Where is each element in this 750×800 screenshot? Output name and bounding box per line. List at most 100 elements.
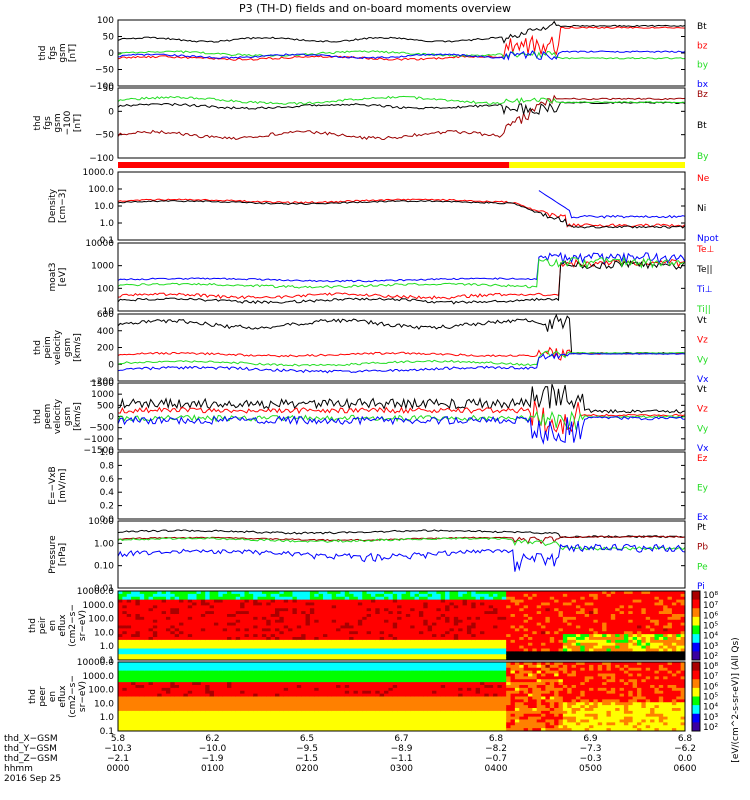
peir-spectrogram-cell <box>318 634 324 638</box>
peir-spectrogram-cell <box>667 634 673 638</box>
peir-spectrogram-cell <box>466 608 472 612</box>
peir-spectrogram-cell <box>122 596 128 601</box>
peir-spectrogram-cell <box>445 648 450 652</box>
peir-spectrogram-cell <box>366 637 372 641</box>
peer-spectrogram-cell <box>362 702 368 706</box>
peer-spectrogram-cell <box>270 679 276 683</box>
peer-spectrogram-cell <box>196 719 202 723</box>
peir-spectrogram-cell <box>466 591 472 595</box>
peer-spectrogram-cell <box>344 708 350 712</box>
peer-spectrogram-cell <box>379 705 385 709</box>
peer-spectrogram-cell <box>135 664 141 669</box>
peir-spectrogram-cell <box>462 593 468 598</box>
peer-spectrogram-cell <box>366 662 372 666</box>
peer-spectrogram-cell <box>410 670 416 674</box>
peir-spectrogram-cell <box>218 637 224 641</box>
peir-spectrogram-cell <box>209 599 215 603</box>
peir-spectrogram-cell <box>340 657 346 661</box>
peir-spectrogram-cell <box>510 619 516 624</box>
peem-velocity-tick: −1000 <box>84 435 115 445</box>
peir-spectrogram-cell <box>288 619 293 624</box>
peir-spectrogram-cell <box>218 654 224 658</box>
peer-spectrogram-cell <box>301 705 307 709</box>
peer-spectrogram-cell <box>275 702 280 706</box>
peer-spectrogram-cell <box>336 713 341 718</box>
peir-spectrogram-cell <box>506 614 512 618</box>
peir-spectrogram-cell <box>253 625 259 629</box>
peir-spectrogram-cell <box>288 611 293 615</box>
peer-spectrogram-cell <box>257 664 263 669</box>
peir-spectrogram-cell <box>650 611 655 615</box>
peir-spectrogram-cell <box>296 657 302 661</box>
peir-spectrogram-cell <box>615 645 621 649</box>
peer-spectrogram-cell <box>292 708 298 712</box>
peir-spectrogram-ylabel: thdpeireneflux(cm2−s−sr−eV) <box>28 604 88 647</box>
peir-spectrogram-cell <box>257 628 263 632</box>
peer-spectrogram-cell <box>397 664 402 669</box>
peer-spectrogram-cell <box>340 676 346 680</box>
peer-spectrogram-cell <box>139 702 145 706</box>
peir-spectrogram-cell <box>501 619 507 624</box>
peer-spectrogram-cell <box>322 687 328 692</box>
peir-spectrogram-cell <box>423 614 429 618</box>
peir-spectrogram-cell <box>392 622 398 626</box>
peer-spectrogram-cell <box>131 664 136 669</box>
peir-spectrogram-cell <box>292 591 298 595</box>
peer-spectrogram-cell <box>205 662 211 666</box>
peer-spectrogram-cell <box>187 728 193 732</box>
peir-spectrogram-cell <box>418 642 424 647</box>
peir-spectrogram-cell <box>466 619 472 624</box>
peir-spectrogram-cell <box>628 614 634 618</box>
peir-spectrogram-cell <box>436 619 442 624</box>
peer-spectrogram-cell <box>314 690 320 695</box>
peer-spectrogram-cell <box>200 687 206 692</box>
peer-spectrogram-cell <box>218 673 224 677</box>
peer-spectrogram-cell <box>248 708 254 712</box>
peir-spectrogram-cell <box>667 645 673 649</box>
peer-spectrogram-cell <box>139 716 145 720</box>
peir-spectrogram-cell <box>440 605 446 609</box>
peer-spectrogram-cell <box>336 722 341 726</box>
peer-spectrogram-cell <box>384 670 389 674</box>
peir-spectrogram-cell <box>493 625 498 629</box>
peir-spectrogram-cell <box>196 605 202 609</box>
peir-spectrogram-cell <box>610 654 616 658</box>
peer-spectrogram-cell <box>174 679 180 683</box>
peir-spectrogram-cell <box>510 642 516 647</box>
peir-spectrogram-cell <box>554 639 560 644</box>
peir-spectrogram-cell <box>270 651 276 655</box>
peer-spectrogram-cell <box>196 699 202 703</box>
peir-spectrogram-cell <box>453 614 459 618</box>
peer-spectrogram-cell <box>148 722 154 726</box>
peir-spectrogram-cell <box>240 596 245 601</box>
peir-spectrogram-cell <box>458 591 464 595</box>
peer-spectrogram-cell <box>144 710 150 715</box>
peir-spectrogram-cell <box>231 625 237 629</box>
peir-spectrogram-cell <box>493 642 498 647</box>
peir-spectrogram-cell <box>148 625 154 629</box>
peer-spectrogram-cell <box>192 673 198 677</box>
peir-spectrogram-cell <box>388 639 394 644</box>
peem-velocity-panel: thdpeemvelocitygsm[km/s] <box>33 382 686 451</box>
peir-spectrogram-cell <box>623 605 629 609</box>
peer-spectrogram-cell <box>292 685 298 689</box>
peer-spectrogram-cell <box>392 664 398 669</box>
legend-pressure-2: Pe <box>697 562 708 572</box>
peir-spectrogram-cell <box>384 642 389 647</box>
peer-spectrogram-cell <box>253 682 259 686</box>
peir-spectrogram-cell <box>244 596 250 601</box>
peir-spectrogram-cell <box>240 625 245 629</box>
peir-spectrogram-cell <box>366 651 372 655</box>
peer-spectrogram-cell <box>222 699 228 703</box>
peir-spectrogram-cell <box>606 648 612 652</box>
peir-spectrogram-cell <box>580 611 586 615</box>
peer-spectrogram-cell <box>288 708 293 712</box>
peir-spectrogram-cell <box>253 651 259 655</box>
peir-spectrogram-cell <box>331 657 337 661</box>
peer-spectrogram-cell <box>349 722 355 726</box>
peir-spectrogram-cell <box>144 622 150 626</box>
peir-spectrogram-cell <box>357 651 363 655</box>
peer-spectrogram-cell <box>283 722 289 726</box>
peer-spectrogram-cell <box>161 705 167 709</box>
peir-spectrogram-cell <box>510 605 516 609</box>
